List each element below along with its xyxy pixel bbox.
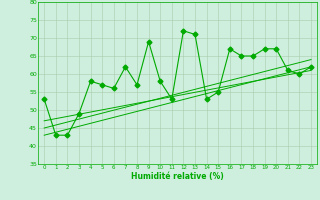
X-axis label: Humidité relative (%): Humidité relative (%) (131, 172, 224, 181)
